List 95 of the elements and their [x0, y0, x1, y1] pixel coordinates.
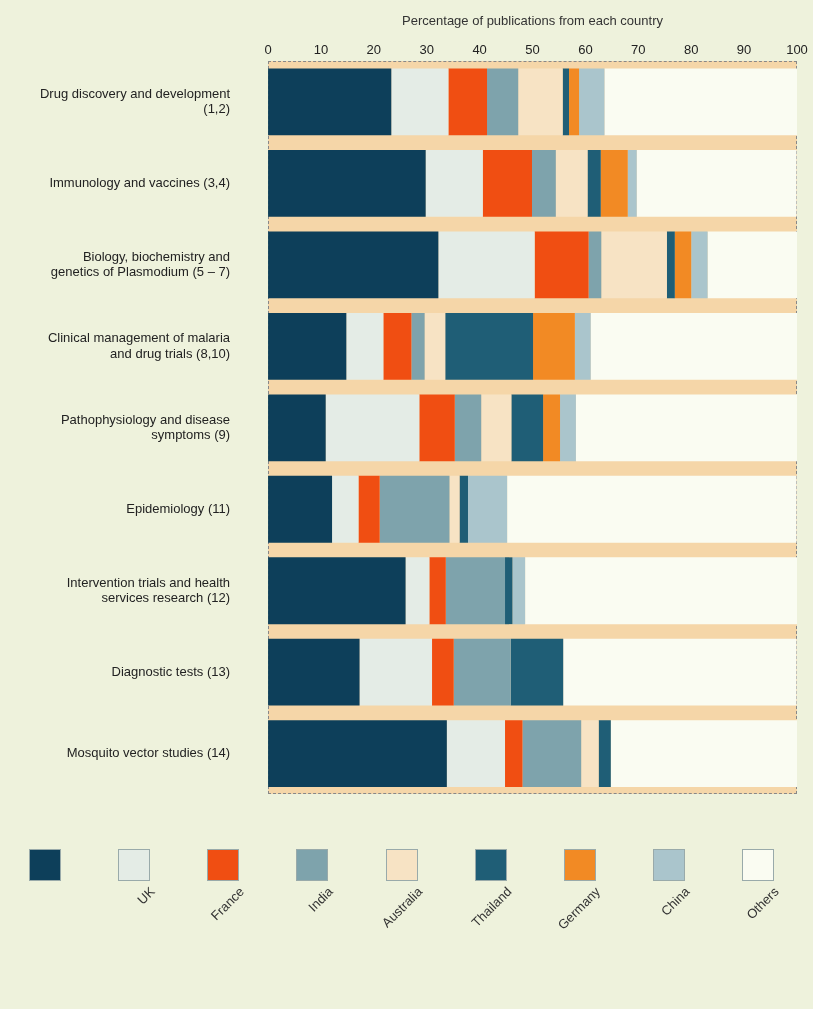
bar	[481, 394, 512, 462]
bar	[525, 557, 797, 625]
y-tick-label: Clinical management of malaria and drug trials (8,10)	[47, 330, 231, 361]
bar	[325, 394, 420, 462]
bar	[467, 475, 508, 543]
bar	[346, 312, 384, 380]
bar	[534, 231, 589, 299]
bar	[569, 68, 580, 136]
bar	[419, 394, 455, 462]
bar	[268, 68, 392, 136]
bar	[448, 68, 488, 136]
bar	[268, 150, 426, 217]
bar	[391, 68, 449, 136]
bar	[600, 150, 628, 217]
bar	[532, 150, 556, 217]
bar	[533, 312, 575, 380]
bar	[598, 720, 611, 788]
y-tick-label: Epidemiology (11)	[126, 500, 231, 516]
x-tick-label: 50	[525, 41, 540, 57]
bar	[405, 557, 430, 625]
bar	[522, 720, 582, 788]
bar	[454, 394, 482, 462]
x-tick-label: 20	[366, 41, 382, 57]
y-tick-label: Intervention trials and health services research (12)	[66, 574, 231, 606]
x-axis-title: Percentage of publications from each country	[402, 13, 664, 29]
bar	[543, 394, 561, 462]
bar	[636, 150, 797, 217]
bar	[587, 150, 601, 217]
bar	[505, 557, 513, 625]
bar	[601, 231, 667, 299]
x-tick-label: 40	[472, 41, 487, 57]
bar	[268, 394, 326, 462]
bar	[429, 557, 446, 625]
bar	[358, 475, 380, 543]
bar	[604, 68, 797, 136]
bar	[459, 475, 468, 543]
bar	[453, 638, 511, 706]
y-tick-label: Pathophysiology and disease symptoms (9)	[60, 411, 231, 443]
bar	[332, 475, 359, 543]
bar	[268, 557, 406, 625]
y-tick-label: Diagnostic tests (13)	[111, 663, 231, 679]
bar	[268, 231, 439, 299]
bar	[562, 68, 570, 136]
bar	[627, 150, 637, 217]
bar	[449, 475, 460, 543]
bar	[518, 68, 563, 136]
x-tick-label: 70	[631, 41, 646, 57]
bar	[588, 231, 602, 299]
bar	[438, 231, 535, 299]
bar	[379, 475, 450, 543]
bar	[359, 638, 433, 706]
bar	[424, 312, 446, 380]
bar	[563, 638, 797, 706]
bar	[383, 312, 412, 380]
bar	[425, 150, 483, 217]
bar	[482, 150, 532, 217]
bar	[505, 720, 523, 788]
x-tick-label: 0	[264, 41, 272, 57]
bar	[691, 231, 708, 299]
x-tick-label: 30	[419, 41, 434, 57]
bar	[574, 312, 591, 380]
bar	[445, 312, 534, 380]
bar	[268, 638, 360, 706]
bar	[511, 394, 544, 462]
bar	[581, 720, 599, 788]
bar	[268, 720, 447, 788]
y-tick-label: Mosquito vector studies (14)	[66, 745, 231, 761]
x-tick-label: 10	[313, 41, 329, 57]
bar	[575, 394, 797, 462]
bar	[411, 312, 425, 380]
x-tick-label: 80	[683, 41, 699, 57]
x-tick-label: 100	[786, 41, 808, 57]
legend-label: UK	[134, 884, 158, 908]
bar	[610, 720, 797, 788]
bar	[268, 312, 347, 380]
y-tick-label: Immunology and vaccines (3,4)	[49, 174, 231, 190]
bar	[707, 231, 797, 299]
bar	[446, 720, 506, 788]
bar	[579, 68, 605, 136]
bar	[512, 557, 526, 625]
bar	[590, 312, 797, 380]
bar	[445, 557, 506, 625]
bar	[560, 394, 576, 462]
bar	[666, 231, 675, 299]
bar	[268, 475, 333, 543]
bar	[432, 638, 454, 706]
bar	[487, 68, 519, 136]
y-tick-label: Biology, biochemistry and genetics of Plasmodium (5 – 7)	[50, 248, 231, 280]
y-tick-label: Drug discovery and development (1,2)	[39, 85, 231, 117]
bar	[674, 231, 692, 299]
bar	[555, 150, 588, 217]
x-tick-label: 90	[736, 41, 752, 57]
bar	[510, 638, 564, 706]
x-tick-label: 60	[578, 41, 593, 57]
bar	[507, 475, 797, 543]
